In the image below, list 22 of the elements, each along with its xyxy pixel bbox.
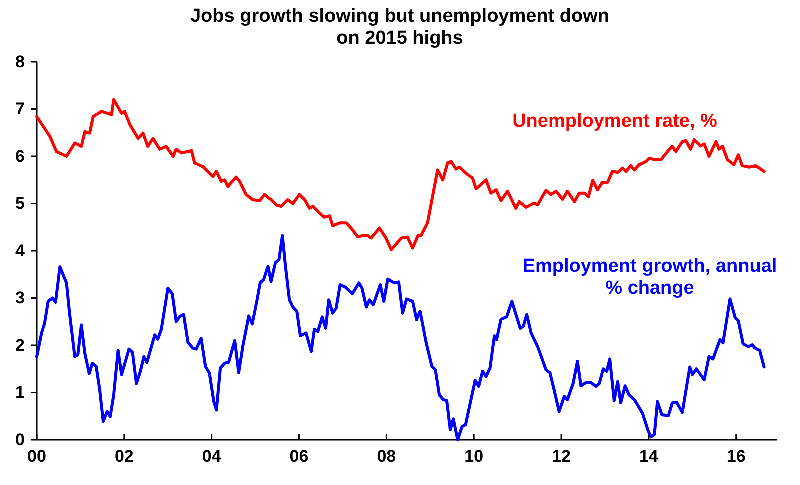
x-tick-label: 02 (114, 447, 134, 466)
x-tick-label: 14 (639, 447, 659, 466)
x-tick-label: 06 (290, 447, 309, 466)
series-label: Employment growth, annual % change (522, 256, 778, 299)
y-tick-label: 3 (16, 288, 25, 308)
x-tick-label: 00 (28, 447, 46, 466)
x-tick-label: 08 (377, 447, 396, 466)
y-tick-label: 2 (16, 336, 25, 355)
chart-title: Jobs growth slowing but unemployment down on 2015 highs (190, 6, 610, 49)
y-tick-label: 0 (16, 430, 25, 450)
y-tick-label: 7 (16, 100, 25, 119)
y-tick-label: 5 (16, 194, 25, 214)
y-tick-label: 6 (16, 146, 25, 166)
x-tick-label: 10 (464, 447, 484, 466)
x-tick-label: 12 (552, 447, 571, 466)
series-label: Unemployment rate, % (512, 111, 718, 132)
x-tick-label: 04 (202, 447, 222, 466)
y-tick-label: 8 (16, 52, 25, 72)
line-series (36, 98, 766, 252)
y-tick-label: 4 (16, 241, 26, 260)
x-tick-label: 16 (726, 447, 746, 466)
y-tick-label: 1 (16, 383, 25, 402)
